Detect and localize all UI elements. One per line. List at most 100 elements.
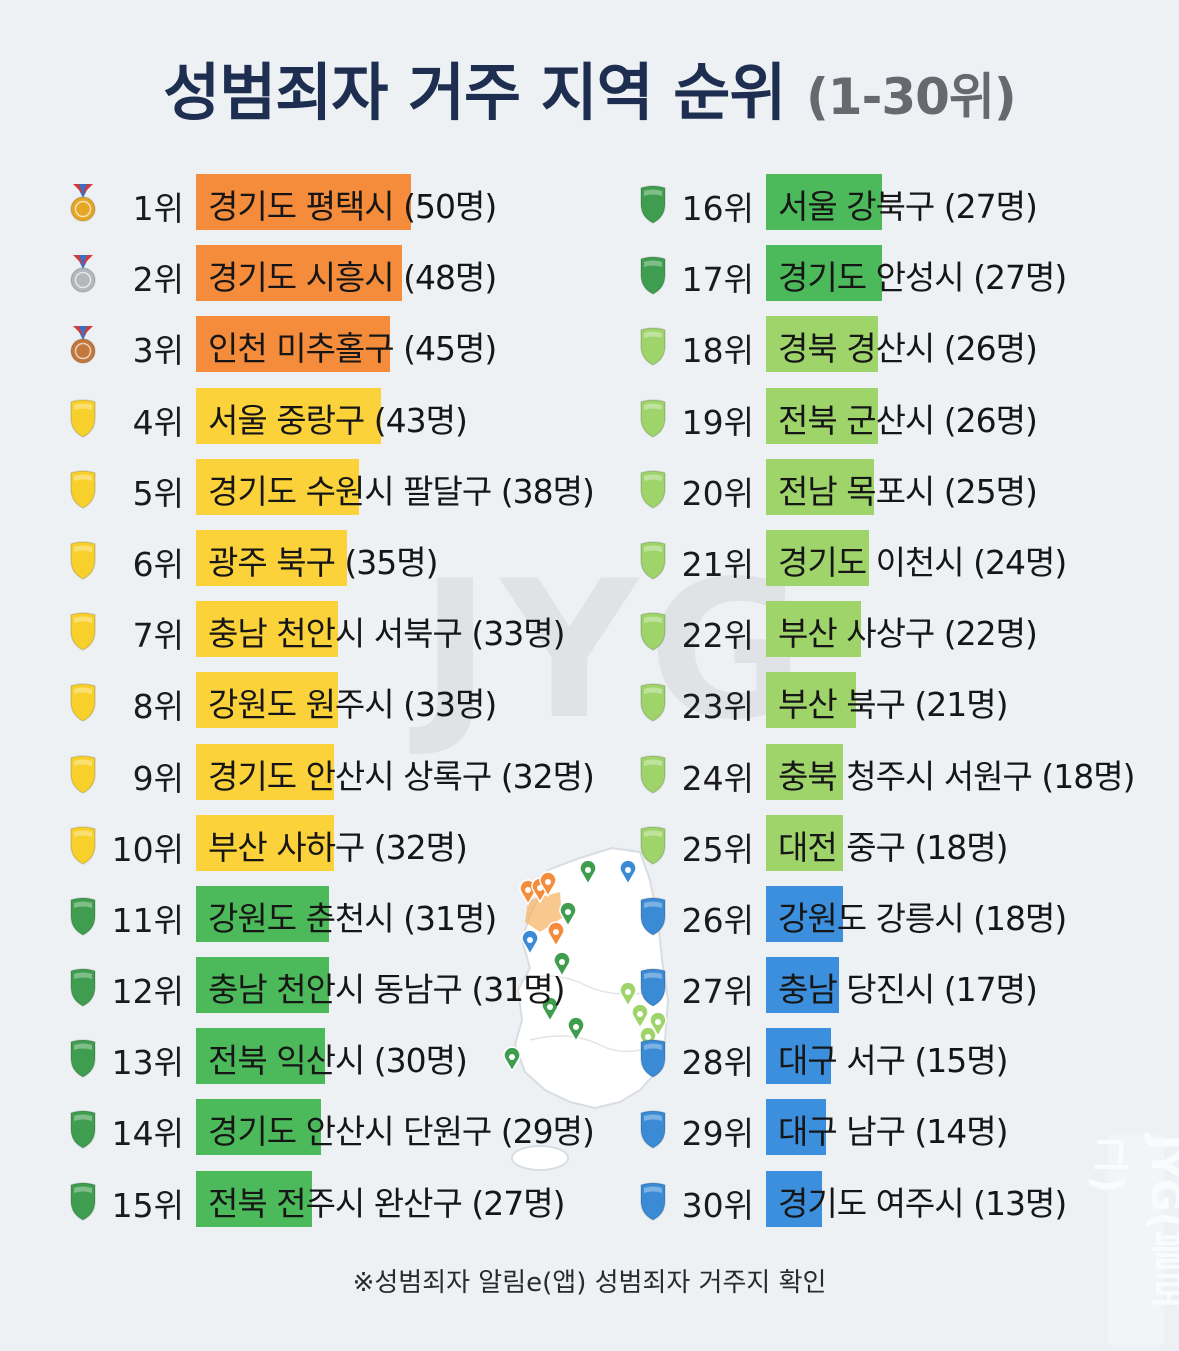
green-shield-icon	[70, 968, 96, 1007]
rank-label: 11위	[111, 900, 184, 940]
bar	[766, 1028, 831, 1085]
ranking-row: 18위 경북 경산시 (26명)	[630, 312, 1179, 383]
light-green-shield-icon	[640, 541, 666, 580]
map-pin-dot	[625, 989, 631, 995]
map-pin-dot	[537, 885, 543, 891]
bar	[196, 1028, 325, 1085]
count-value: (17명)	[934, 970, 1038, 1010]
bar-label: 서울 중랑구 (43명)	[208, 394, 468, 442]
bar	[196, 1170, 312, 1227]
map-pin-dot	[655, 1019, 661, 1025]
region-name: 광주 북구	[208, 542, 336, 582]
light-green-shield-icon	[640, 470, 666, 509]
yellow-shield-icon	[70, 398, 96, 438]
region-name: 충남 천안시 동남구	[208, 970, 463, 1010]
blue-shield-icon	[640, 1181, 666, 1221]
region-name: 충남 당진시	[778, 970, 935, 1010]
rank-label: 26위	[681, 900, 754, 940]
bar-label: 전북 익산시 (30명)	[208, 1034, 468, 1082]
rank-label: 6위	[132, 544, 184, 584]
bar-label: 충북 청주시 서원구 (18명)	[778, 750, 1135, 798]
region-name: 경기도 안산시 상록구	[208, 756, 492, 796]
ranking-row: 15위 전북 전주시 완산구 (27명)	[60, 1167, 620, 1238]
bar-label: 충남 천안시 동남구 (31명)	[208, 963, 565, 1011]
bar-label: 부산 북구 (21명)	[778, 678, 1009, 726]
gold-medal-icon	[70, 184, 96, 222]
bar-label: 강원도 춘천시 (31명)	[208, 892, 497, 940]
bar	[766, 174, 882, 230]
bar	[196, 174, 411, 230]
ranking-row: 24위 충북 청주시 서원구 (18명)	[630, 740, 1179, 811]
region-name: 경기도 수원시 팔달구	[208, 471, 492, 511]
bar-label: 대구 남구 (14명)	[778, 1105, 1009, 1153]
ranking-row: 2위 경기도 시흥시 (48명)	[60, 241, 620, 312]
rank-label: 27위	[681, 972, 754, 1012]
map-pin-dot	[585, 867, 591, 873]
count-value: (24명)	[963, 542, 1067, 582]
silver-medal-icon	[70, 255, 96, 293]
map-pin-dot	[559, 959, 565, 965]
bar	[766, 957, 839, 1014]
count-value: (14명)	[904, 1112, 1008, 1152]
count-value: (32명)	[364, 827, 468, 867]
rank-label: 8위	[132, 687, 184, 727]
count-value: (15명)	[904, 1041, 1008, 1081]
rank-label: 23위	[681, 687, 754, 727]
map-pin-dot	[625, 867, 631, 873]
bar-label: 인천 미추홀구 (45명)	[208, 322, 497, 370]
map-pin-dot	[509, 1054, 515, 1060]
count-value: (45명)	[393, 329, 497, 369]
bar	[766, 814, 843, 871]
bar-label: 부산 사하구 (32명)	[208, 821, 468, 869]
ranking-row: 22위 부산 사상구 (22명)	[630, 597, 1179, 668]
bar-label: 경기도 이천시 (24명)	[778, 536, 1067, 584]
bar-label: 경기도 안산시 상록구 (32명)	[208, 750, 595, 798]
map-pin-dot	[547, 1004, 553, 1010]
ranking-row: 21위 경기도 이천시 (24명)	[630, 526, 1179, 597]
ranking-row: 6위 광주 북구 (35명)	[60, 526, 620, 597]
region-name: 서울 중랑구	[208, 400, 365, 440]
bar-label: 충남 당진시 (17명)	[778, 963, 1038, 1011]
title-main: 성범죄자 거주 지역 순위	[163, 56, 786, 129]
region-name: 경기도 시흥시	[208, 258, 395, 298]
map-pin-dot	[573, 1024, 579, 1030]
bar-label: 광주 북구 (35명)	[208, 536, 439, 584]
bar	[766, 743, 843, 800]
yellow-shield-icon	[70, 754, 96, 794]
count-value: (31명)	[393, 898, 497, 938]
region-name: 충남 천안시 서북구	[208, 614, 463, 654]
region-name: 경기도 이천시	[778, 542, 965, 582]
rank-label: 1위	[132, 189, 184, 228]
region-name: 부산 사상구	[778, 614, 935, 654]
ranking-row: 19위 전북 군산시 (26명)	[630, 384, 1179, 455]
yellow-shield-icon	[70, 612, 96, 651]
count-value: (35명)	[334, 542, 438, 582]
ranking-row: 25위 대전 중구 (18명)	[630, 811, 1179, 882]
ranking-row: 13위 전북 익산시 (30명)	[60, 1024, 620, 1095]
region-name: 부산 북구	[778, 685, 906, 725]
bar-label: 서울 강북구 (27명)	[778, 180, 1038, 228]
region-name: 전북 군산시	[778, 400, 935, 440]
light-green-shield-icon	[640, 612, 666, 651]
ranking-row: 9위 경기도 안산시 상록구 (32명)	[60, 740, 620, 811]
rank-label: 15위	[111, 1185, 184, 1225]
rank-label: 7위	[132, 616, 184, 656]
region-name: 대구 서구	[778, 1041, 906, 1081]
region-name: 전북 익산시	[208, 1041, 365, 1081]
ranking-row: 1위 경기도 평택시 (50명)	[60, 170, 620, 241]
region-name: 전남 목포시	[778, 471, 935, 511]
map-pin-dot	[553, 929, 559, 935]
blue-shield-icon	[640, 1110, 666, 1150]
rank-label: 21위	[681, 544, 754, 584]
bar-label: 부산 사상구 (22명)	[778, 607, 1038, 655]
count-value: (26명)	[934, 400, 1038, 440]
region-name: 인천 미추홀구	[208, 329, 395, 369]
rank-label: 30위	[681, 1185, 754, 1225]
bar	[196, 387, 381, 444]
footnote: ※성범죄자 알림e(앱) 성범죄자 거주지 확인	[352, 1268, 827, 1298]
yellow-shield-icon	[70, 541, 96, 580]
bar	[766, 387, 878, 444]
bar-label: 전북 전주시 완산구 (27명)	[208, 1177, 565, 1225]
green-shield-icon	[640, 256, 666, 296]
bar	[766, 601, 861, 658]
